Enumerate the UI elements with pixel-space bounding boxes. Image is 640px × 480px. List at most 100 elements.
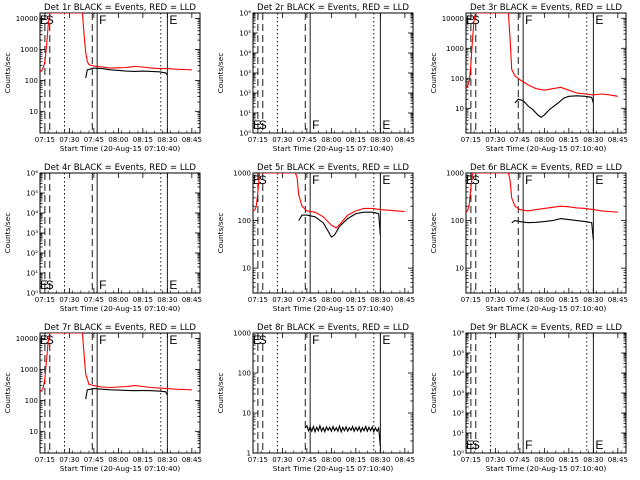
events-series-line — [511, 218, 594, 240]
panel-det-8r: Det 8r BLACK = Events, RED = LLD 1 10 100 10… — [216, 323, 415, 473]
y-tick-label: 100 — [451, 217, 464, 225]
y-tick-label: 10 — [29, 108, 38, 116]
x-tick-label: 08:30 — [157, 456, 177, 464]
plot-frame — [39, 12, 201, 134]
x-tick-label: 07:15 — [248, 296, 268, 304]
y-tick-label: 1000 — [446, 45, 464, 53]
y-tick-label: 1000 — [20, 366, 38, 374]
x-tick-label: 08:15 — [559, 296, 579, 304]
x-tick-label: 08:00 — [108, 296, 128, 304]
marker-label: S — [46, 13, 54, 27]
x-tick-label: 08:45 — [395, 456, 415, 464]
lld-series-line — [253, 173, 405, 229]
x-tick-label: 07:15 — [248, 456, 268, 464]
events-series-line — [298, 211, 381, 238]
marker-label: E — [253, 118, 261, 132]
x-axis-label: Start Time (20-Aug-15 07:10:40) — [486, 144, 607, 153]
y-axis-label: Counts/sec — [216, 213, 225, 254]
x-tick-label: 08:00 — [534, 296, 554, 304]
x-tick-label: 07:15 — [461, 296, 481, 304]
marker-label: E — [169, 278, 177, 292]
lld-series-line — [466, 173, 618, 213]
plot-frame — [39, 332, 201, 454]
y-tick-label: 100 — [451, 75, 464, 83]
y-axis-label: Counts/sec — [216, 373, 225, 414]
y-axis-label: Counts/sec — [3, 373, 12, 414]
x-tick-label: 08:45 — [608, 136, 628, 144]
x-tick-label: 07:45 — [297, 456, 317, 464]
marker-label: E — [169, 333, 177, 347]
y-tick-label: 10¹ — [26, 270, 38, 278]
y-axis-label: Counts/sec — [3, 213, 12, 254]
x-tick-label: 07:30 — [272, 296, 292, 304]
x-tick-label: 08:45 — [182, 456, 202, 464]
panel-det-9r: Det 9r BLACK = Events, RED = LLD 10⁰ 10¹ 10… — [429, 323, 628, 473]
panel-det-2r: Det 2r BLACK = Events, RED = LLD 10⁰ 10¹ 10… — [216, 3, 415, 153]
x-axis-label: Start Time (20-Aug-15 07:10:40) — [486, 304, 607, 313]
x-tick-label: 08:15 — [559, 456, 579, 464]
y-tick-label: 10⁴ — [452, 370, 464, 378]
y-tick-label: 10⁶ — [239, 10, 251, 18]
y-tick-label: 10000 — [16, 335, 38, 343]
marker-label: E — [466, 173, 474, 187]
panel-title: Det 8r BLACK = Events, RED = LLD — [257, 323, 409, 333]
y-axis-label: Counts/sec — [3, 53, 12, 94]
x-axis-label: Start Time (20-Aug-15 07:10:40) — [60, 304, 181, 313]
x-tick-label: 08:45 — [608, 456, 628, 464]
events-series-line — [85, 67, 168, 79]
marker-label: F — [99, 13, 106, 27]
x-tick-label: 07:30 — [59, 296, 79, 304]
plot-frame — [465, 12, 627, 134]
marker-label: E — [466, 438, 474, 452]
y-tick-label: 1000 — [446, 170, 464, 178]
y-tick-label: 10³ — [452, 390, 464, 398]
x-axis-label: Start Time (20-Aug-15 07:10:40) — [273, 144, 394, 153]
x-tick-label: 08:15 — [133, 296, 153, 304]
series-group — [466, 173, 618, 240]
events-series-line — [514, 95, 594, 118]
y-tick-label: 10⁵ — [26, 190, 38, 198]
x-tick-label: 07:30 — [272, 456, 292, 464]
series-group — [304, 423, 381, 447]
y-tick-label: 10⁵ — [239, 30, 251, 38]
panel-det-4r: Det 4r BLACK = Events, RED = LLD 10⁰ 10¹ 10… — [3, 163, 202, 313]
x-tick-label: 08:15 — [346, 296, 366, 304]
panel-title: Det 6r BLACK = Events, RED = LLD — [470, 163, 622, 173]
panel-title: Det 3r BLACK = Events, RED = LLD — [470, 3, 622, 13]
y-tick-label: 10¹ — [452, 430, 464, 438]
y-tick-label: 1 — [247, 450, 251, 458]
x-tick-label: 08:00 — [321, 456, 341, 464]
x-tick-label: 07:45 — [84, 296, 104, 304]
series-group — [466, 13, 618, 118]
x-tick-label: 07:45 — [510, 296, 530, 304]
plot-frame — [465, 332, 627, 454]
panel-det-6r: Det 6r BLACK = Events, RED = LLD 10 100 100… — [429, 163, 628, 313]
plot-frame — [465, 172, 627, 294]
x-axis-label: Start Time (20-Aug-15 07:10:40) — [273, 304, 394, 313]
y-tick-label: 10² — [452, 410, 464, 418]
x-tick-label: 08:00 — [321, 296, 341, 304]
panel-det-3r: Det 3r BLACK = Events, RED = LLD 10 100 100… — [429, 3, 628, 153]
x-tick-label: 08:30 — [583, 296, 603, 304]
x-tick-label: 07:15 — [248, 136, 268, 144]
x-tick-label: 08:30 — [370, 456, 390, 464]
x-axis-label: Start Time (20-Aug-15 07:10:40) — [60, 464, 181, 473]
panel-det-5r: Det 5r BLACK = Events, RED = LLD 10 100 100… — [216, 163, 415, 313]
marker-label: F — [99, 278, 106, 292]
panel-det-7r: Det 7r BLACK = Events, RED = LLD 10 100 100… — [3, 323, 202, 473]
marker-label: E — [40, 13, 48, 27]
plot-frame — [252, 332, 414, 454]
marker-label: F — [525, 173, 532, 187]
events-series-line — [304, 423, 381, 447]
marker-label: F — [312, 173, 319, 187]
panel-det-1r: Det 1r BLACK = Events, RED = LLD 10 100 100… — [3, 3, 202, 153]
x-tick-label: 08:00 — [108, 456, 128, 464]
x-tick-label: 07:15 — [461, 456, 481, 464]
marker-label: E — [169, 13, 177, 27]
x-tick-label: 07:15 — [461, 136, 481, 144]
marker-label: E — [382, 333, 390, 347]
y-tick-label: 10² — [239, 90, 251, 98]
panel-title: Det 7r BLACK = Events, RED = LLD — [44, 323, 196, 333]
x-tick-label: 07:45 — [84, 456, 104, 464]
marker-label: F — [525, 438, 532, 452]
